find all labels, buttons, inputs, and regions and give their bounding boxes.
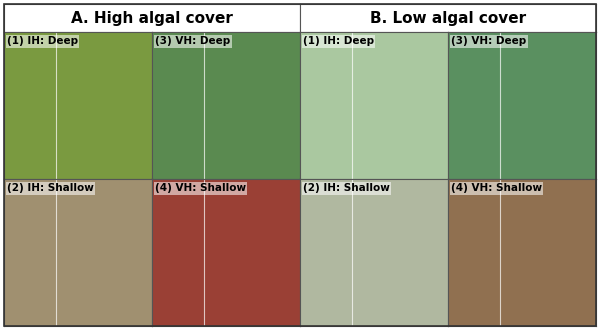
Text: (3) VH: Deep: (3) VH: Deep — [451, 36, 526, 47]
Text: B. Low algal cover: B. Low algal cover — [370, 11, 526, 25]
Text: (4) VH: Shallow: (4) VH: Shallow — [451, 183, 542, 193]
Text: (1) IH: Deep: (1) IH: Deep — [7, 36, 78, 47]
Text: (4) VH: Shallow: (4) VH: Shallow — [155, 183, 246, 193]
Text: (2) IH: Shallow: (2) IH: Shallow — [7, 183, 94, 193]
Text: (3) VH: Deep: (3) VH: Deep — [155, 36, 230, 47]
Text: (2) IH: Shallow: (2) IH: Shallow — [303, 183, 390, 193]
Text: A. High algal cover: A. High algal cover — [71, 11, 233, 25]
Text: (1) IH: Deep: (1) IH: Deep — [303, 36, 374, 47]
